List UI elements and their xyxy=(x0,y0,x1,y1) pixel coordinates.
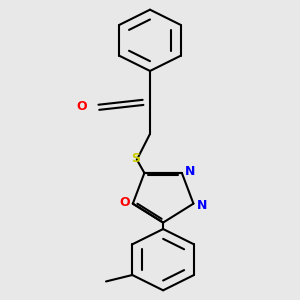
Text: S: S xyxy=(132,152,141,165)
Text: O: O xyxy=(119,196,130,209)
Text: O: O xyxy=(76,100,87,113)
Text: N: N xyxy=(185,165,195,178)
Text: N: N xyxy=(196,199,207,212)
